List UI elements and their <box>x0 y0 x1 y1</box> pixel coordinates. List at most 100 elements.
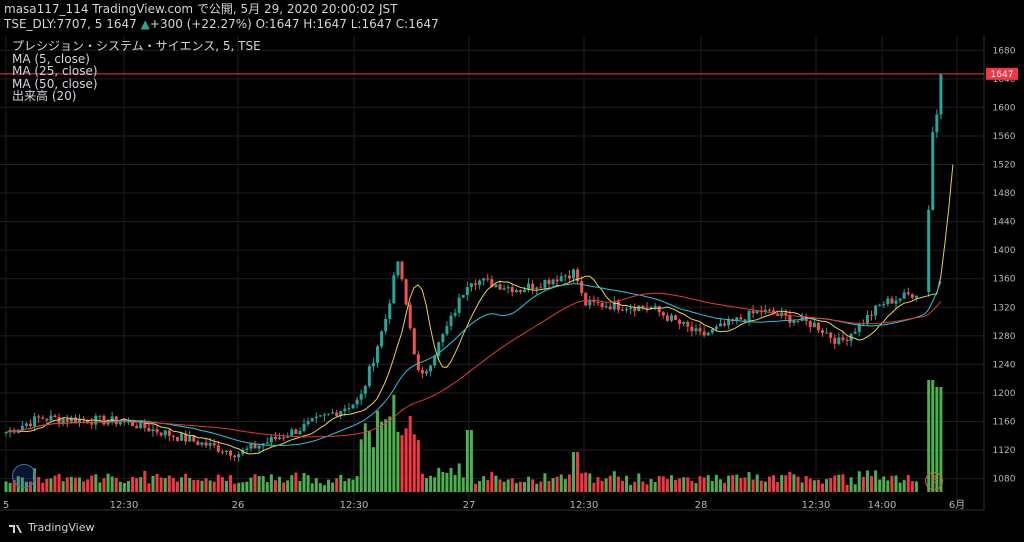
volume-bar <box>604 478 608 492</box>
legend-ma5[interactable]: MA (5, close) <box>12 51 90 66</box>
candle-body <box>139 421 143 429</box>
x-tick-label: 12:30 <box>802 500 831 511</box>
candle-body <box>931 132 935 210</box>
volume-bar <box>208 480 212 492</box>
volume-bar <box>363 423 367 492</box>
chart-header: masa117_114 TradingView.com で公開, 5月 29, … <box>4 2 439 32</box>
candle-body <box>327 413 331 415</box>
volume-bar <box>506 479 510 492</box>
volume-bar <box>718 479 722 492</box>
volume-bar <box>796 476 800 492</box>
volume-bar <box>731 475 735 492</box>
tradingview-logo-icon <box>9 524 22 533</box>
volume-bar <box>600 480 604 492</box>
volume-bar <box>494 475 498 492</box>
volume-bar <box>588 473 592 492</box>
candle-body <box>718 323 722 327</box>
candle-body <box>882 304 886 306</box>
volume-bar <box>669 475 673 492</box>
candle-body <box>175 436 179 441</box>
volume-bar <box>747 472 751 492</box>
candle-body <box>559 276 563 282</box>
volume-bar <box>69 476 73 492</box>
candle-body <box>310 418 314 422</box>
volume-bar <box>927 380 931 492</box>
volume-bar <box>273 480 277 492</box>
volume-bar <box>661 476 665 492</box>
volume-bar <box>192 480 196 492</box>
legend-title[interactable]: プレシジョン・システム・サイエンス, 5, TSE <box>12 39 261 53</box>
candle-body <box>816 322 820 331</box>
volume-bar <box>224 480 228 492</box>
candle-body <box>298 430 302 434</box>
volume-bar <box>355 476 359 492</box>
volume-bar <box>347 478 351 492</box>
candle-body <box>69 417 73 422</box>
earnings-badge[interactable]: E <box>925 472 943 490</box>
volume-bar <box>767 476 771 492</box>
cloud-icon[interactable] <box>12 464 36 488</box>
legend-volume[interactable]: 出来高 (20) <box>12 89 77 103</box>
volume-bar <box>220 477 224 492</box>
volume-bar <box>180 477 184 492</box>
candle-body <box>686 322 690 327</box>
volume-bar <box>821 483 825 492</box>
candle-body <box>388 303 392 319</box>
candle-body <box>4 432 8 434</box>
volume-bar <box>155 474 159 492</box>
volume-bar <box>849 477 853 492</box>
volume-bar <box>861 476 865 492</box>
volume-bar <box>102 478 106 492</box>
candle-body <box>335 412 339 416</box>
volume-bar <box>82 481 86 492</box>
volume-bar <box>555 476 559 492</box>
volume-bar <box>404 428 408 492</box>
candle-body <box>269 436 273 443</box>
candle-body <box>580 281 584 293</box>
legend-ma50[interactable]: MA (50, close) <box>12 76 98 91</box>
candle-body <box>494 284 498 288</box>
candle-body <box>237 454 241 458</box>
volume-bar <box>110 476 114 492</box>
volume-bar <box>143 470 147 492</box>
candle-body <box>347 408 351 410</box>
candle-body <box>192 436 196 442</box>
candle-body <box>894 300 898 304</box>
candle-body <box>318 415 322 417</box>
volume-bar <box>12 479 16 492</box>
candle-body <box>845 340 849 342</box>
volume-bar <box>167 475 171 492</box>
candle-body <box>265 442 269 444</box>
volume-bar <box>371 447 375 492</box>
candle-body <box>437 342 441 356</box>
candle-body <box>433 355 437 366</box>
volume-bar <box>714 474 718 492</box>
candle-body <box>167 430 171 436</box>
candle-body <box>41 417 45 419</box>
candle-body <box>600 303 604 307</box>
candle-body <box>576 269 580 282</box>
volume-bar <box>159 477 163 492</box>
volume-bar <box>547 480 551 492</box>
candle-body <box>184 433 188 442</box>
candle-body <box>416 354 420 371</box>
volume-bar <box>237 482 241 492</box>
volume-bar <box>257 476 261 492</box>
volume-bar <box>61 481 65 492</box>
candle-body <box>739 317 743 320</box>
ma50-line <box>5 292 942 438</box>
x-tick-label: 14:00 <box>868 500 897 511</box>
volume-bar <box>837 474 841 492</box>
y-tick-label: 1160 <box>993 417 1016 427</box>
volume-bar <box>433 477 437 492</box>
legend-ma25[interactable]: MA (25, close) <box>12 64 98 78</box>
candle-body <box>457 297 461 313</box>
volume-bar <box>335 478 339 492</box>
volume-bar <box>755 474 759 492</box>
candle-body <box>331 412 335 414</box>
volume-bar <box>171 477 175 492</box>
candle-body <box>649 307 653 309</box>
candle-body <box>482 278 486 281</box>
volume-bar <box>53 475 57 492</box>
